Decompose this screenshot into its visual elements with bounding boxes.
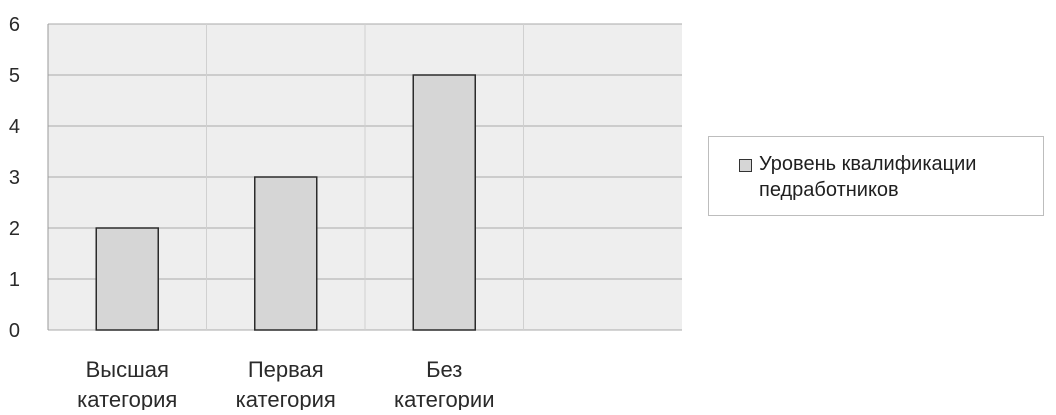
x-tick-label-line: категория [236,387,336,410]
y-tick-label: 2 [9,218,20,240]
x-tick-label: Первая категория [236,357,336,410]
x-tick-label-line: Первая [248,357,324,382]
x-tick-label: Без категории [394,357,495,410]
legend: Уровень квалификации педработников [708,136,1044,216]
y-tick-label: 0 [9,320,20,342]
x-tick-label: Высшая категория [77,357,177,410]
bar [95,227,159,331]
legend-label-line-2: педработников [759,179,899,201]
legend-label: Уровень квалификации педработников [759,151,1039,203]
x-tick-label-line: Без [426,357,462,382]
legend-swatch [739,159,752,172]
y-tick-label: 4 [9,116,20,138]
y-tick-label: 5 [9,65,20,87]
y-tick-label: 1 [9,269,20,291]
y-tick-label: 3 [9,167,20,189]
bar [412,74,476,331]
x-tick-label-line: категории [394,387,495,410]
legend-label-line-1: Уровень квалификации [759,153,977,175]
x-tick-label-line: категория [77,387,177,410]
x-tick-label-line: Высшая [86,357,169,382]
bar [254,176,318,331]
y-tick-label: 6 [9,14,20,36]
